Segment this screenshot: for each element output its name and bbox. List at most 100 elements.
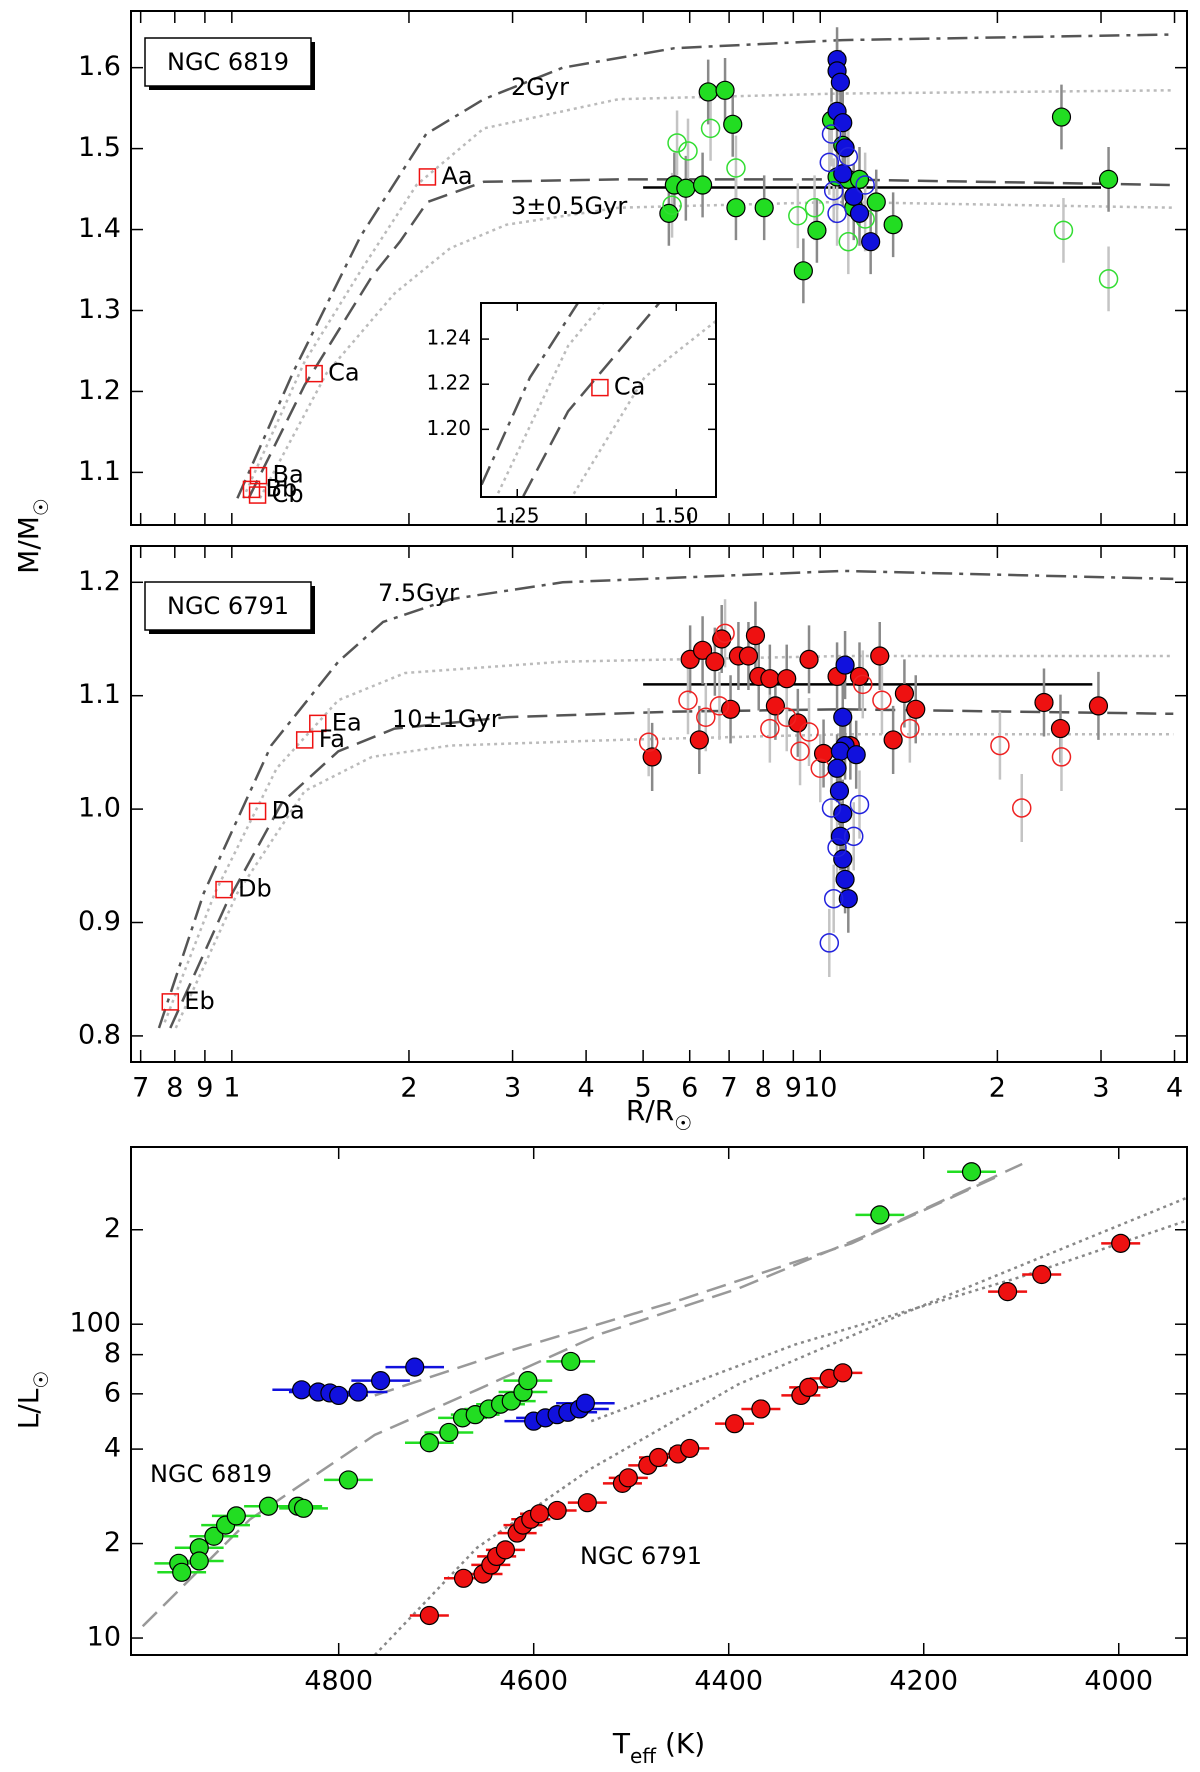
- binary-star: [248, 486, 267, 504]
- annotation: NGC 6791: [580, 1542, 702, 1570]
- data-point: [371, 1371, 391, 1391]
- data-point: [172, 1562, 192, 1582]
- annotation: NGC 6819: [150, 1460, 272, 1488]
- data-point: [838, 889, 858, 909]
- data-point: [189, 1551, 209, 1571]
- data-point: [1050, 718, 1071, 739]
- data-point: [843, 826, 864, 847]
- y-tick-label: 1.1: [78, 679, 121, 710]
- y-tick-label: 0.9: [78, 906, 121, 937]
- data-point: [754, 198, 774, 218]
- data-point: [849, 203, 870, 223]
- data-point: [723, 114, 743, 134]
- binary-label: Fa: [319, 725, 345, 753]
- data-point: [799, 722, 819, 742]
- data-point: [1051, 747, 1072, 767]
- data-point: [790, 741, 810, 762]
- data-point: [453, 1568, 474, 1588]
- y-tick-label: 1.5: [78, 132, 121, 163]
- data-point: [883, 730, 903, 750]
- cluster-box: [144, 581, 312, 631]
- data-point: [855, 175, 875, 195]
- data-point: [258, 1496, 279, 1516]
- isochrone: [236, 33, 1174, 499]
- x-tick-label: 4000: [1084, 1666, 1153, 1697]
- axis-label-text: M/M: [12, 516, 45, 574]
- data-point: [204, 1526, 224, 1546]
- data-point: [870, 1205, 890, 1225]
- data-point: [680, 1438, 700, 1459]
- data-point: [638, 732, 659, 752]
- data-point: [760, 718, 780, 739]
- data-point: [833, 804, 853, 824]
- binary-star: [215, 880, 233, 899]
- cluster-name: NGC 6791: [167, 592, 289, 620]
- data-point: [1098, 269, 1119, 289]
- data-point: [819, 152, 840, 173]
- data-point: [894, 683, 915, 704]
- inset-background: [481, 303, 716, 497]
- axis-label: L/L☉: [12, 1371, 53, 1430]
- data-point: [821, 798, 842, 818]
- data-point: [419, 1433, 439, 1453]
- data-point: [799, 1377, 819, 1397]
- data-point: [997, 1282, 1018, 1302]
- data-point: [751, 1399, 771, 1419]
- data-point: [819, 933, 840, 953]
- annotation: 3±0.5Gyr: [511, 192, 627, 220]
- data-point: [849, 169, 870, 189]
- data-point: [405, 1357, 425, 1377]
- data-point: [692, 175, 713, 195]
- axis-label: M/M☉: [12, 498, 53, 574]
- data-point: [793, 261, 813, 281]
- data-point: [518, 1371, 538, 1391]
- data-point: [419, 1605, 439, 1626]
- data-point: [575, 1393, 595, 1413]
- plot-frame: [480, 302, 717, 498]
- data-point: [561, 1351, 581, 1372]
- binary-star: [305, 364, 323, 383]
- data-point: [833, 849, 853, 869]
- data-point: [807, 220, 827, 240]
- data-point: [849, 794, 870, 815]
- y-tick-label: 6: [104, 1377, 121, 1408]
- x-tick-label: 2: [400, 1073, 417, 1104]
- cluster-box: [144, 37, 312, 87]
- data-point: [329, 1385, 349, 1406]
- data-point: [777, 669, 797, 689]
- data-point: [495, 1540, 516, 1560]
- x-tick-label: 4200: [889, 1666, 958, 1697]
- binary-star: [591, 378, 609, 397]
- data-point: [648, 1447, 669, 1468]
- data-point: [696, 707, 716, 727]
- x-tick-label: 4: [578, 1073, 595, 1104]
- isochrone: [590, 1219, 1187, 1423]
- isochrone: [258, 200, 1174, 499]
- data-point: [439, 1422, 459, 1443]
- data-point: [788, 206, 808, 226]
- data-point: [720, 699, 741, 719]
- data-point: [705, 652, 725, 672]
- isochrone: [374, 1174, 1001, 1397]
- data-point: [1088, 696, 1109, 716]
- plot-area: [141, 1162, 1187, 1655]
- data-point: [872, 690, 892, 710]
- data-point: [823, 180, 844, 201]
- data-point: [529, 1504, 550, 1524]
- y-tick-label: 1.6: [78, 51, 121, 82]
- axis-label-subscript: eff: [630, 1744, 657, 1768]
- binary-label: Ca: [328, 359, 359, 387]
- data-point: [692, 640, 713, 660]
- annotation: 2Gyr: [511, 73, 569, 101]
- data-point: [883, 215, 903, 235]
- data-point: [835, 655, 855, 675]
- binary-label: Eb: [184, 987, 214, 1015]
- y-tick-label: 1.4: [78, 213, 121, 244]
- x-tick-label: 1.50: [654, 504, 699, 528]
- plot-frame: [130, 545, 1188, 1063]
- binary-label: Ca: [614, 373, 645, 401]
